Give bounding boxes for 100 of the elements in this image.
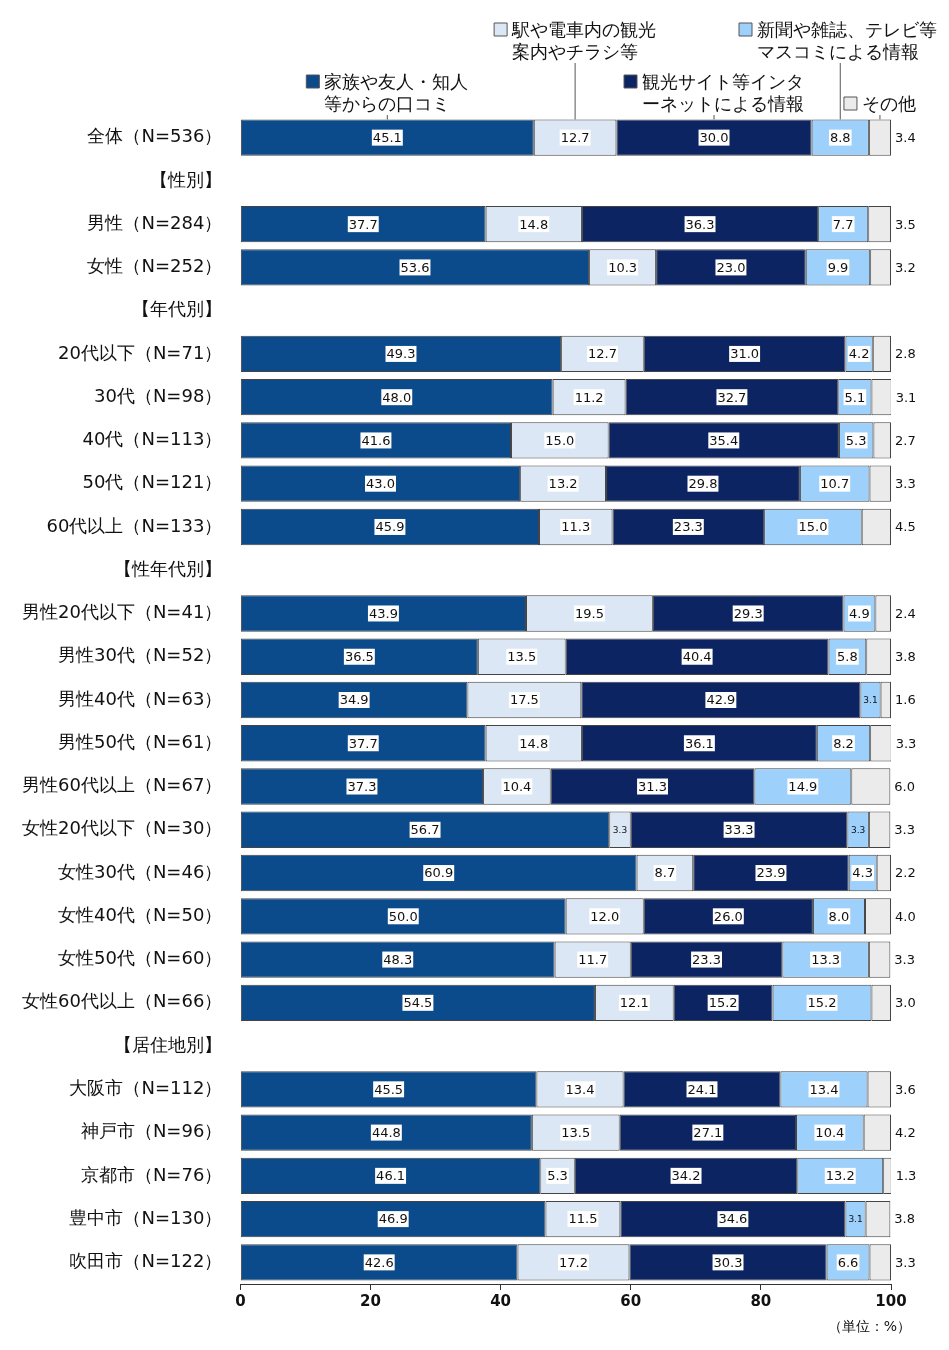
data-label: 10.7 [820,476,850,492]
data-label: 6.0 [894,778,916,794]
data-label: 32.7 [717,389,747,405]
data-label: 56.7 [410,822,440,838]
data-label: 34.2 [671,1168,701,1184]
data-label: 4.0 [894,908,916,924]
data-label: 17.5 [509,692,539,708]
data-label: 3.2 [894,259,916,275]
data-label: 45.5 [374,1081,404,1097]
y-tick-label: 女性（N=252） [87,255,223,277]
data-label: 7.7 [832,216,854,232]
data-label: 4.2 [848,346,870,362]
data-label: 29.8 [688,476,718,492]
data-label: 34.6 [718,1211,748,1227]
data-label: 3.3 [612,825,628,836]
data-label: 3.8 [894,1211,916,1227]
data-label: 40.4 [682,649,712,665]
y-tick-label: 男性（N=284） [87,211,223,233]
data-label: 41.6 [361,432,391,448]
data-label: 15.0 [798,519,828,535]
data-label: 24.1 [687,1081,717,1097]
data-label: 4.2 [894,1124,916,1140]
data-label: 31.0 [730,346,760,362]
data-label: 11.2 [574,389,604,405]
data-label: 14.8 [519,216,549,232]
data-label: 13.2 [825,1168,855,1184]
data-label: 11.3 [561,519,591,535]
data-label: 3.4 [894,130,916,145]
data-label: 13.3 [811,951,841,967]
data-label: 54.5 [403,995,433,1011]
data-label: 42.6 [364,1254,394,1270]
data-label: 5.1 [844,389,866,405]
data-label: 3.1 [848,1214,863,1225]
data-label: 34.9 [339,692,369,708]
y-tick-label: 女性50代（N=60） [58,947,223,969]
data-label: 3.8 [894,649,916,665]
data-label: 43.9 [368,605,398,621]
legend-label: 観光サイト等インターネットによる情報 [642,71,805,114]
data-label: 1.6 [894,692,916,708]
y-tick-label: 60代以上（N=133） [46,514,223,536]
y-tick-label: 20代以下（N=71） [58,341,223,363]
data-label: 3.1 [895,389,917,405]
data-label: 12.7 [560,130,590,145]
text: （単位：%） [827,1317,911,1334]
x-tick-label: 80 [750,1291,772,1310]
data-label: 42.9 [706,692,736,708]
data-label: 48.0 [382,389,412,405]
y-tick-label: 京都市（N=76） [80,1163,223,1185]
y-tick-label: 男性20代以下（N=41） [22,601,223,623]
data-label: 10.3 [608,259,638,275]
data-label: 36.5 [344,649,374,665]
y-tick-label: 男性60代以上（N=67） [22,774,223,796]
data-label: 31.3 [638,778,668,794]
data-label: 44.8 [371,1124,401,1140]
data-label: 8.7 [654,865,676,881]
data-label: 33.3 [724,822,754,838]
data-label: 23.0 [716,259,746,275]
y-tick-label: 30代（N=98） [94,384,223,406]
data-label: 13.5 [561,1124,591,1140]
x-tick-label: 0 [235,1291,246,1310]
data-label: 4.3 [852,865,874,881]
data-label: 2.8 [894,346,916,362]
x-tick-label: 100 [875,1291,907,1310]
y-tick-label: 女性20代以下（N=30） [22,817,223,839]
y-tick-label: 【性別】 [150,168,223,190]
data-label: 6.6 [837,1254,859,1270]
y-tick-label: 【性年代別】 [114,557,223,579]
data-label: 23.3 [692,951,722,967]
y-tick-label: 男性40代（N=63） [58,687,223,709]
data-label: 3.6 [894,1081,916,1097]
data-label: 3.3 [850,825,866,836]
data-label: 49.3 [386,346,416,362]
data-label: 30.0 [699,130,729,145]
data-label: 36.3 [685,216,715,232]
data-label: 12.1 [619,995,649,1011]
data-label: 2.4 [894,605,916,621]
data-label: 36.1 [684,735,714,751]
y-tick-label: 【年代別】 [132,298,223,320]
y-tick-label: 全体（N=536） [87,125,223,147]
y-tick-label: 女性40代（N=50） [58,903,223,925]
data-label: 50.0 [388,908,418,924]
data-label: 3.3 [895,735,917,751]
data-label: 35.4 [709,432,739,448]
legend-label: 新聞や雑誌、テレビ等マスコミによる情報 [757,19,937,62]
data-label: 23.9 [756,865,786,881]
data-label: 43.0 [366,476,395,492]
data-label: 29.3 [733,605,763,621]
data-label: 30.3 [713,1254,743,1270]
data-label: 60.9 [424,865,454,881]
data-label: 13.5 [507,649,537,665]
y-tick-label: 40代（N=113） [82,428,223,450]
data-label: 5.3 [845,432,867,448]
y-tick-label: 50代（N=121） [82,471,223,493]
data-label: 3.0 [894,995,916,1011]
data-label: 37.7 [348,216,378,232]
data-label: 45.1 [372,130,402,145]
data-label: 26.0 [713,908,743,924]
data-label: 4.9 [849,605,870,621]
data-label: 27.1 [693,1124,723,1140]
data-label: 48.3 [383,951,413,967]
